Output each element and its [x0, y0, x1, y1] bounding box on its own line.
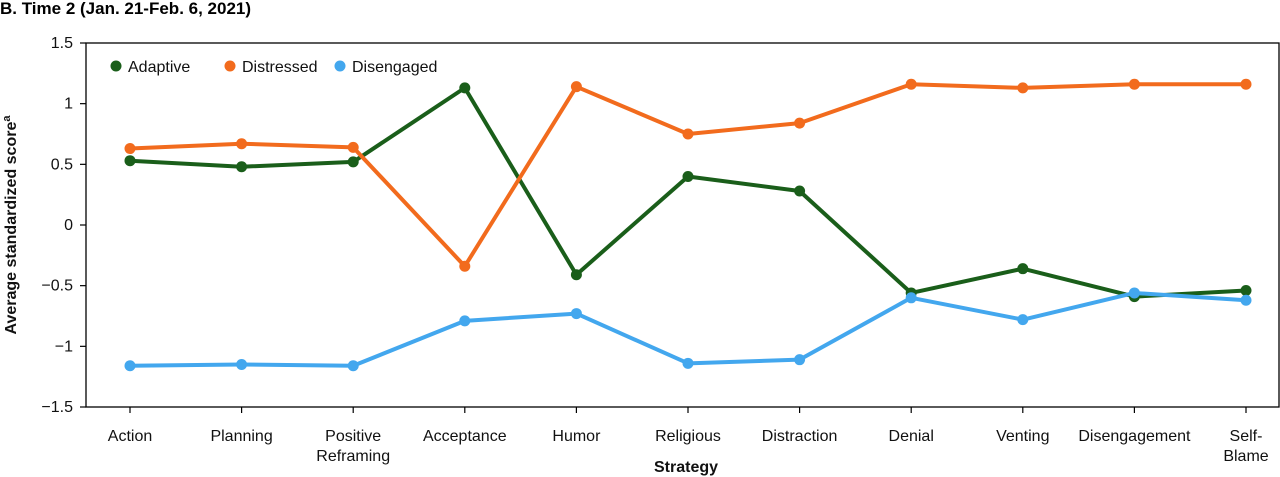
data-point-adaptive: [236, 161, 248, 173]
x-tick-label: Self-Blame: [1223, 428, 1268, 465]
data-point-adaptive: [570, 269, 582, 281]
y-axis-ticks: 1.5 1 0.5 0 −0.5 −1 −1.5: [41, 35, 86, 416]
data-point-disengaged: [236, 359, 248, 371]
x-axis-ticks: Action Planning Positive Reframing Acceptanc…: [108, 407, 1269, 465]
x-tick-label: Humor: [552, 428, 601, 445]
y-tick-label: 1.5: [51, 35, 73, 52]
data-point-adaptive: [347, 156, 359, 168]
plot-area-frame: [85, 42, 1280, 408]
data-point-adaptive: [124, 155, 136, 167]
data-point-adaptive: [459, 82, 471, 94]
data-point-distressed: [1240, 78, 1252, 90]
data-point-adaptive: [1017, 263, 1029, 275]
data-point-disengaged: [905, 292, 917, 304]
series-layer: [124, 78, 1252, 372]
y-tick-label: 1: [64, 96, 73, 113]
x-tick-label: Venting: [996, 428, 1049, 445]
y-axis-title-superscript: a: [1, 115, 13, 122]
data-point-adaptive: [1240, 285, 1252, 297]
y-tick-label: 0: [64, 217, 73, 234]
y-axis-title: Average standardized scorea: [1, 115, 20, 335]
data-point-distressed: [1128, 78, 1140, 90]
x-tick-label: Distraction: [762, 428, 838, 445]
data-point-disengaged: [124, 360, 136, 372]
data-point-distressed: [1017, 82, 1029, 94]
y-tick-label: −1.5: [41, 399, 73, 416]
legend-label: Adaptive: [128, 59, 190, 76]
data-point-distressed: [682, 128, 694, 140]
series-line-adaptive: [128, 85, 1248, 299]
data-point-disengaged: [459, 315, 471, 327]
legend: Adaptive Distressed Disengaged: [110, 59, 437, 76]
y-tick-label: −0.5: [41, 278, 73, 295]
series-line-disengaged: [128, 290, 1248, 368]
legend-marker: [110, 60, 122, 72]
data-point-distressed: [347, 141, 359, 153]
data-point-distressed: [459, 260, 471, 272]
data-point-disengaged: [682, 357, 694, 369]
legend-label: Disengaged: [352, 59, 437, 76]
y-tick-label: 0.5: [51, 156, 73, 173]
data-point-distressed: [905, 78, 917, 90]
data-point-distressed: [236, 138, 248, 150]
data-point-disengaged: [794, 354, 806, 366]
panel-title: B. Time 2 (Jan. 21-Feb. 6, 2021): [0, 0, 252, 18]
data-point-disengaged: [1128, 287, 1140, 299]
x-tick-label: Acceptance: [423, 428, 507, 445]
legend-label: Distressed: [242, 59, 318, 76]
x-tick-label: Planning: [210, 428, 272, 445]
data-point-adaptive: [794, 185, 806, 197]
data-point-distressed: [794, 117, 806, 129]
x-axis-title: Strategy: [654, 459, 718, 476]
data-point-disengaged: [347, 360, 359, 372]
x-tick-label: Action: [108, 428, 152, 445]
data-point-disengaged: [570, 308, 582, 320]
x-tick-label: Positive Reframing: [316, 428, 390, 465]
y-tick-label: −1: [55, 338, 73, 355]
x-tick-label: Disengagement: [1078, 428, 1191, 445]
data-point-adaptive: [682, 170, 694, 182]
data-point-distressed: [124, 143, 136, 155]
legend-marker: [224, 60, 236, 72]
x-tick-label: Denial: [889, 428, 934, 445]
data-point-disengaged: [1240, 294, 1252, 306]
legend-marker: [334, 60, 346, 72]
data-point-disengaged: [1017, 314, 1029, 326]
x-tick-label: Religious: [655, 428, 721, 445]
data-point-distressed: [570, 81, 582, 93]
